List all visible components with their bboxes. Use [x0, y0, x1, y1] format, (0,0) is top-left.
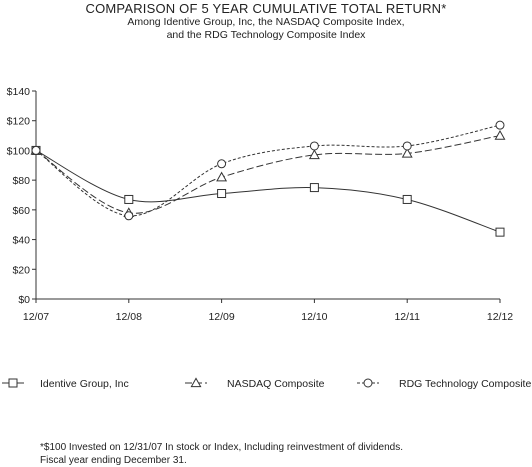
- y-tick-label: $0: [18, 294, 30, 306]
- series-line-circle: [35, 124, 501, 217]
- data-point-triangle: [401, 147, 413, 158]
- data-point-square: [309, 183, 319, 193]
- series-line-triangle: [35, 135, 501, 214]
- data-point-square: [495, 227, 505, 237]
- data-point-square: [217, 189, 227, 199]
- legend-label-circle: RDG Technology Composite: [399, 378, 531, 390]
- chart-subtitle-line-2: and the RDG Technology Composite Index: [166, 29, 366, 41]
- footnote-line-1: *$100 Invested on 12/31/07 In stock or I…: [40, 442, 404, 453]
- y-tick-label: $100: [7, 145, 31, 157]
- data-point-circle: [124, 211, 134, 221]
- data-point-circle: [495, 120, 505, 130]
- data-point-square: [402, 194, 412, 204]
- chart-title: COMPARISON OF 5 YEAR CUMULATIVE TOTAL RE…: [85, 1, 447, 16]
- data-point-circle: [309, 141, 319, 151]
- x-tick-label: 12/07: [23, 311, 49, 323]
- legend-marker-triangle: [190, 377, 202, 388]
- legend-marker-square: [8, 378, 18, 388]
- data-point-square: [124, 194, 134, 204]
- x-tick-label: 12/12: [487, 311, 513, 323]
- y-tick-label: $120: [7, 116, 31, 128]
- x-tick-label: 12/10: [301, 311, 327, 323]
- y-tick-label: $40: [12, 235, 30, 247]
- y-tick-label: $20: [12, 264, 30, 276]
- x-tick-label: 12/09: [208, 311, 234, 323]
- x-tick-label: 12/11: [394, 311, 420, 323]
- y-tick-label: $80: [12, 175, 30, 187]
- legend-label-square: Identive Group, Inc: [40, 378, 129, 390]
- y-tick-label: $140: [7, 86, 31, 98]
- data-point-circle: [402, 141, 412, 151]
- data-point-triangle: [216, 171, 228, 182]
- data-point-triangle: [308, 149, 320, 160]
- data-point-circle: [31, 145, 41, 155]
- data-point-triangle: [494, 129, 506, 140]
- chart-subtitle-line-1: Among Identive Group, Inc, the NASDAQ Co…: [127, 16, 405, 28]
- series-line-square: [35, 149, 501, 233]
- data-point-circle: [217, 159, 227, 169]
- legend-marker-circle: [363, 378, 373, 388]
- legend-label-triangle: NASDAQ Composite: [227, 378, 325, 390]
- footnote-line-2: Fiscal year ending December 31.: [40, 455, 187, 466]
- y-tick-label: $60: [12, 205, 30, 217]
- x-tick-label: 12/08: [116, 311, 142, 323]
